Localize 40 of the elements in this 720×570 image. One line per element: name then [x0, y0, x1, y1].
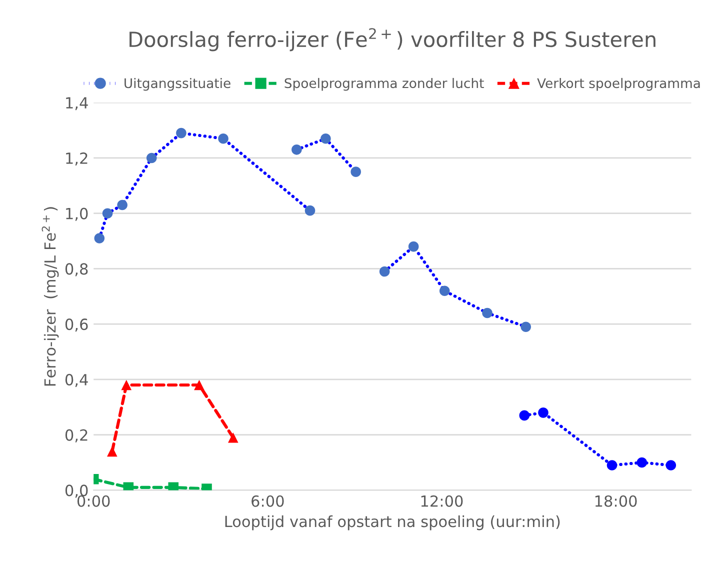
point [94, 233, 105, 244]
point [439, 286, 450, 296]
y-tick-label: 0,2 [65, 429, 88, 442]
y-tick-label: 1,4 [66, 97, 88, 110]
point [666, 460, 676, 470]
legend-label: Verkort spoelprogramma [537, 78, 700, 91]
point [538, 408, 548, 418]
point [606, 460, 618, 470]
y-tick-label: 0,4 [65, 374, 88, 388]
y-tick-label: 1,2 [66, 152, 88, 166]
point [636, 457, 648, 468]
point [519, 410, 530, 421]
point [102, 208, 113, 218]
x-tick-label: 6:00 [252, 495, 284, 507]
chart-title: Doorslag ferro-ijzer (Fe$^{2+}$) voorfilter 8 PS Susteren [130, 28, 656, 52]
x-tick-label: 18:00 [595, 495, 637, 507]
point [121, 380, 132, 390]
x-axis-title: Looptijd vanaf opstart na spoeling (uur:min) [225, 515, 560, 530]
point [350, 166, 361, 177]
point [292, 144, 302, 155]
point [228, 432, 238, 443]
point [194, 380, 204, 390]
point [408, 241, 419, 252]
point [320, 133, 331, 144]
x-tick-label: 12:00 [421, 495, 463, 507]
point [146, 152, 157, 164]
point [176, 128, 186, 138]
y-tick-label: 0,6 [65, 318, 88, 332]
y-axis-title: Ferro-ijzer (mg/L Fe$^{2+}$) [42, 207, 59, 386]
point [304, 205, 316, 216]
point [218, 133, 228, 144]
point [379, 266, 390, 277]
point [482, 308, 492, 318]
point [117, 200, 128, 210]
y-tick-label: 0,8 [65, 263, 88, 276]
point [520, 322, 531, 332]
point [107, 446, 118, 457]
y-tick-label: 1,0 [66, 208, 88, 221]
legend-label: Spoelprogramma zonder lucht [284, 78, 484, 91]
legend-label: Uitgangssituatie [124, 78, 230, 91]
